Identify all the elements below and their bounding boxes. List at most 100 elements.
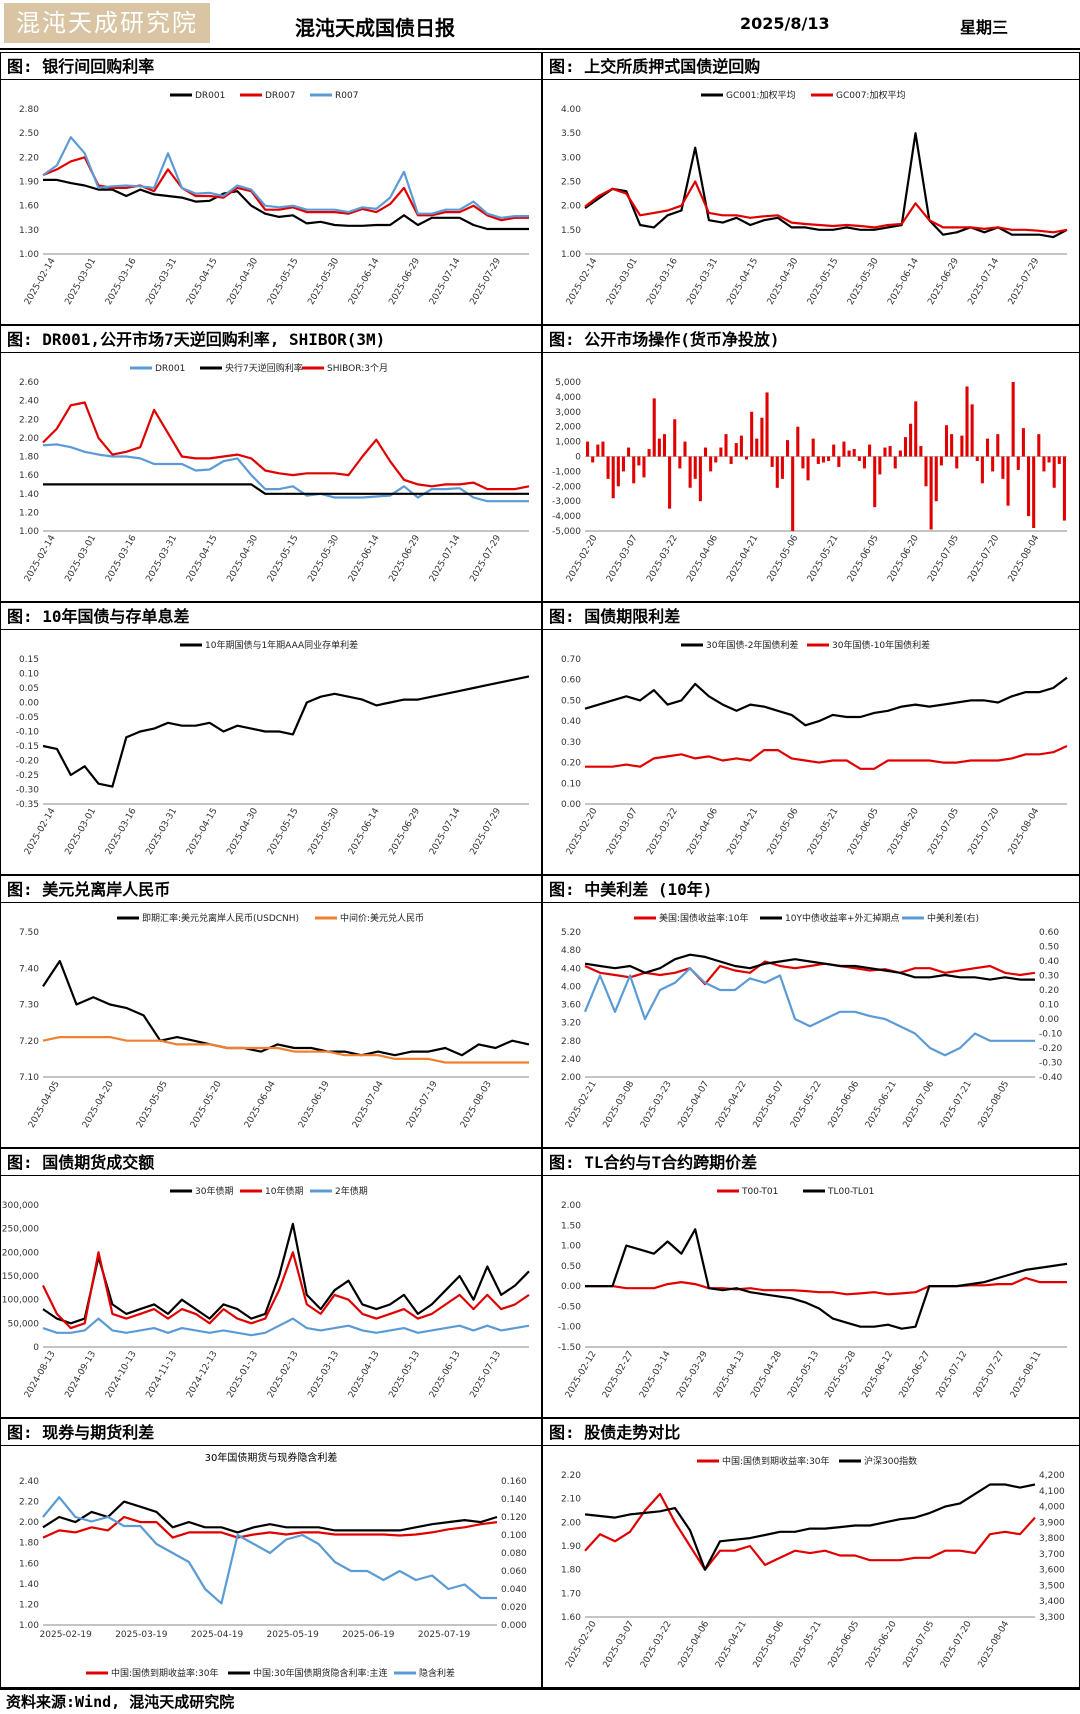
x-tick-label: 2025-05-15	[266, 534, 301, 584]
y-tick-label: -0.35	[16, 800, 39, 810]
x-tick-label: 2024-10-13	[104, 1350, 139, 1400]
legend-label: 中国:国债到期收益率:30年	[722, 1455, 830, 1467]
y-tick-label: 1.40	[19, 490, 39, 500]
y-tick-label: 2.60	[19, 378, 39, 388]
legend-label: 即期汇率:美元兑离岸人民币(USDCNH)	[142, 912, 299, 924]
series-line	[42, 401, 530, 491]
x-tick-label: 2025-08-04	[1007, 806, 1042, 857]
x-tick-label: 2025-07-05	[926, 534, 961, 584]
legend-label: DR001	[155, 364, 185, 374]
x-tick-label: 2025-08-03	[459, 1080, 494, 1130]
x-tick-label: 2025-06-14	[347, 256, 382, 307]
chart-panel: 图: 现券与期货利差 30年国债期货与现券隐含利差 1.00 1.20 1.40 1.60…	[0, 1418, 542, 1688]
x-tick-label: 2025-04-13	[712, 1350, 747, 1400]
x-tick-label: 2025-03-22	[645, 534, 680, 584]
y2-tick-label: 0.040	[501, 1585, 527, 1595]
y-tick-label: 1.20	[19, 1600, 39, 1610]
x-tick-label: 2025-07-27	[972, 1350, 1007, 1400]
x-tick-label: 2025-04-06	[677, 1619, 712, 1670]
legend-label: 中国:国债到期收益率:30年	[111, 1667, 219, 1679]
bar	[744, 456, 749, 460]
y2-tick-label: 0.080	[501, 1549, 527, 1559]
x-tick-label: 2025-03-29	[675, 1349, 710, 1400]
y-tick-label: -2,000	[552, 482, 581, 492]
bar	[1052, 456, 1056, 488]
bar	[606, 456, 610, 479]
y2-tick-label: 3,500	[1039, 1581, 1065, 1591]
bar	[970, 404, 974, 457]
y-tick-label: 1.80	[19, 1539, 39, 1549]
x-tick-label: 2025-07-29	[1007, 256, 1042, 307]
y-tick-label: 1.20	[19, 508, 39, 518]
series-line	[42, 1251, 530, 1330]
x-tick-label: 2025-07-19	[418, 1630, 471, 1640]
x-tick-label: 2025-06-20	[864, 1619, 899, 1670]
x-tick-label: 2025-03-22	[639, 1620, 674, 1670]
y2-tick-label: 4,000	[1039, 1503, 1065, 1513]
y-tick-label: 300,000	[2, 1201, 39, 1211]
x-tick-label: 2025-06-13	[428, 1350, 463, 1400]
bar	[668, 456, 672, 509]
legend-label: 中国:30年国债期货隐含利率:主连	[253, 1667, 388, 1679]
x-tick-label: 2025-05-20	[189, 1079, 224, 1130]
y-tick-label: -0.05	[16, 713, 39, 723]
bar	[985, 438, 990, 457]
bar	[611, 456, 615, 499]
bar	[693, 456, 697, 479]
x-tick-label: 2025-03-08	[602, 1079, 637, 1130]
y-tick-label: 2.40	[19, 1477, 39, 1487]
x-tick-label: 2025-04-30	[766, 256, 801, 307]
x-tick-label: 2025-06-06	[827, 1079, 862, 1130]
bar	[811, 438, 815, 457]
y-tick-label: -0.10	[16, 728, 40, 738]
bar	[955, 456, 959, 469]
bar	[796, 426, 800, 457]
chart-panel: 图: 国债期限利差 0.00 0.10 0.20 0.30 0.40 0.50 0.60 0.7…	[542, 602, 1080, 875]
x-tick-label: 2025-04-21	[714, 1620, 749, 1670]
x-tick-label: 2025-05-28	[823, 1349, 858, 1400]
bar	[996, 434, 1000, 457]
x-tick-label: 2025-08-11	[1009, 1350, 1044, 1400]
series-line	[42, 1222, 530, 1325]
bar	[1011, 382, 1015, 457]
x-tick-label: 2025-07-29	[468, 806, 503, 857]
x-tick-label: 2025-04-15	[185, 807, 220, 857]
panel-title: 图: TL合约与T合约跨期价差	[543, 1149, 1079, 1176]
bar	[652, 398, 656, 457]
legend-label: SHIBOR:3个月	[327, 363, 388, 374]
chart-svg: 7.10 7.20 7.30 7.40 7.50 2025-04-05 2025-04-20…	[19, 912, 530, 1130]
report-date: 2025/8/13	[740, 14, 830, 33]
panel-title: 图: 美元兑离岸人民币	[1, 876, 541, 903]
y-tick-label: 0.00	[561, 1282, 581, 1292]
x-tick-label: 2025-07-04	[351, 1079, 386, 1130]
panel-title: 图: 中美利差 (10年)	[543, 876, 1079, 903]
x-tick-label: 2025-05-30	[306, 256, 341, 307]
x-tick-label: 2025-02-27	[601, 1350, 636, 1400]
legend-label: 隐含利差	[419, 1667, 455, 1679]
y-tick-label: 2.50	[19, 129, 39, 139]
y2-tick-label: 3,900	[1039, 1518, 1065, 1528]
panel-title: 图: 现券与期货利差	[1, 1419, 541, 1446]
y-tick-label: -5,000	[552, 527, 581, 537]
y-tick-label: 2,000	[555, 423, 581, 433]
series-line	[42, 1036, 529, 1064]
bar	[627, 447, 631, 457]
y2-tick-label: 0.000	[501, 1621, 527, 1631]
y-tick-label: 1.60	[19, 1559, 39, 1569]
chart-panel: 图: 银行间回购利率 1.00 1.30 1.60 1.90 2.20 2.50 2.80 20…	[0, 52, 542, 325]
panel-title: 图: DR001,公开市场7天逆回购利率, SHIBOR(3M)	[1, 326, 541, 353]
y-tick-label: 1.90	[19, 178, 39, 188]
x-tick-label: 2025-05-06	[752, 1619, 787, 1670]
legend-label: R007	[335, 91, 358, 101]
bar	[883, 447, 887, 457]
bar	[821, 456, 825, 463]
x-tick-label: 2025-05-13	[786, 1350, 821, 1400]
y-tick-label: 2.00	[561, 1201, 581, 1211]
y-tick-label: 0.10	[561, 779, 581, 789]
bar	[1057, 456, 1061, 464]
x-tick-label: 2025-03-22	[645, 807, 680, 857]
y-tick-label: 1.50	[561, 1221, 581, 1231]
legend-label: 中美利差(右)	[927, 912, 979, 924]
y2-tick-label: 0.60	[1039, 928, 1059, 938]
